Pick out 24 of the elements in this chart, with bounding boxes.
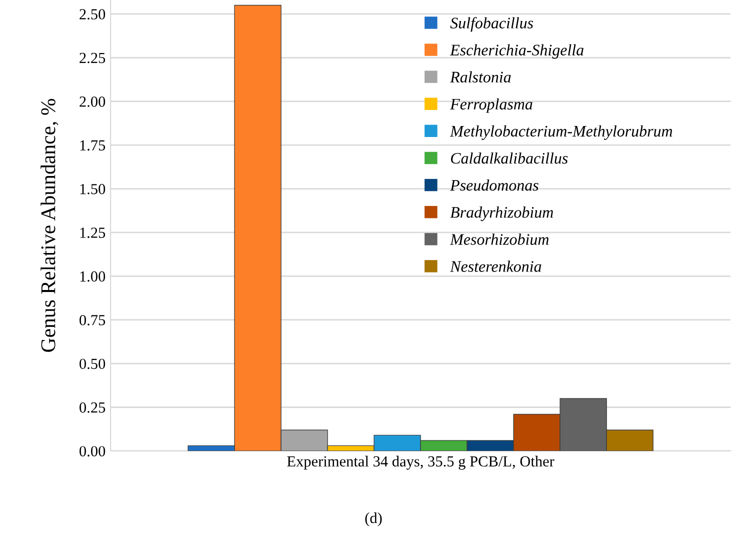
legend-label: Bradyrhizobium — [450, 206, 553, 222]
y-tick-label: 0.50 — [80, 358, 106, 370]
legend-label: Mesorhizobium — [450, 234, 549, 245]
y-tick-label: 2.25 — [80, 52, 106, 64]
x-tick-label: Experimental 34 days, 35.5 g PCB/L, Other — [287, 456, 554, 470]
y-tick-label: 2.50 — [80, 9, 106, 20]
legend-label: Methylobacterium-Methylorubrum — [450, 125, 672, 140]
y-tick-label: 0.75 — [80, 314, 106, 326]
text: (d) — [365, 512, 382, 526]
y-tick-label: 0.00 — [80, 446, 106, 456]
legend-label: Ralstonia — [450, 71, 511, 83]
legend-label: Caldalkalibacillus — [451, 152, 568, 164]
legend-label: Sulfobacillus — [450, 17, 534, 32]
legend-label: Pseudomonas — [450, 179, 538, 191]
y-tick-label: 0.25 — [80, 402, 106, 413]
y-tick-label: 1.25 — [80, 228, 106, 238]
y-tick-label: 1.75 — [80, 140, 106, 151]
legend-label: Nesterenkonia — [450, 260, 542, 272]
y-tick-label: 1.50 — [80, 184, 106, 194]
y-tick-label: 1.00 — [80, 271, 106, 282]
y-axis-title: Genus Relative Abundance, % — [40, 98, 58, 352]
y-tick-label: 2.00 — [80, 96, 106, 107]
legend-label: Ferroplasma — [450, 98, 532, 113]
legend-label: Escherichia-Shigella — [450, 44, 584, 59]
